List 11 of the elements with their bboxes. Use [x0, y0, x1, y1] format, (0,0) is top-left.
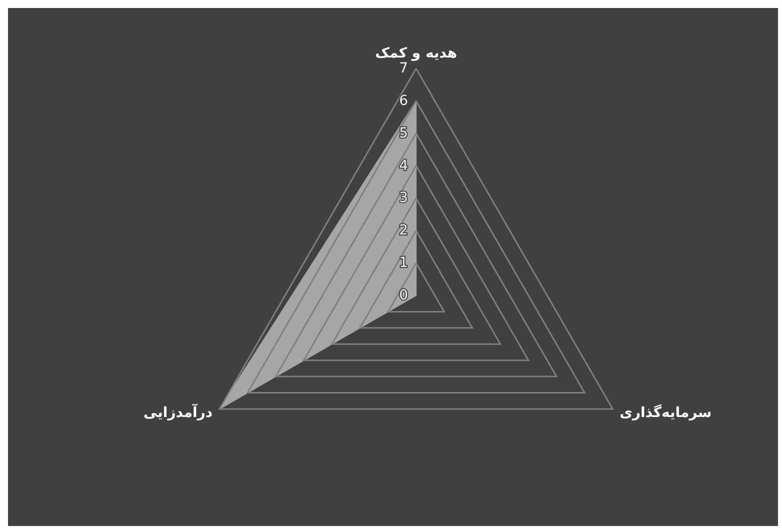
y-tick-label: 3	[399, 190, 408, 206]
y-tick-label: 7	[399, 60, 408, 76]
y-tick-label: 5	[399, 125, 408, 142]
y-tick-label: 1	[399, 255, 408, 272]
y-tick-label: 6	[399, 92, 408, 109]
y-tick-label: 4	[399, 158, 408, 174]
y-tick-label: 2	[399, 222, 408, 239]
spoke-label: سرمایه‌گذاری	[620, 404, 712, 421]
y-tick-label: 0	[399, 287, 408, 304]
spoke-label: هدیه و کمک	[375, 45, 458, 62]
spoke-label: درآمدزایی	[144, 402, 213, 421]
